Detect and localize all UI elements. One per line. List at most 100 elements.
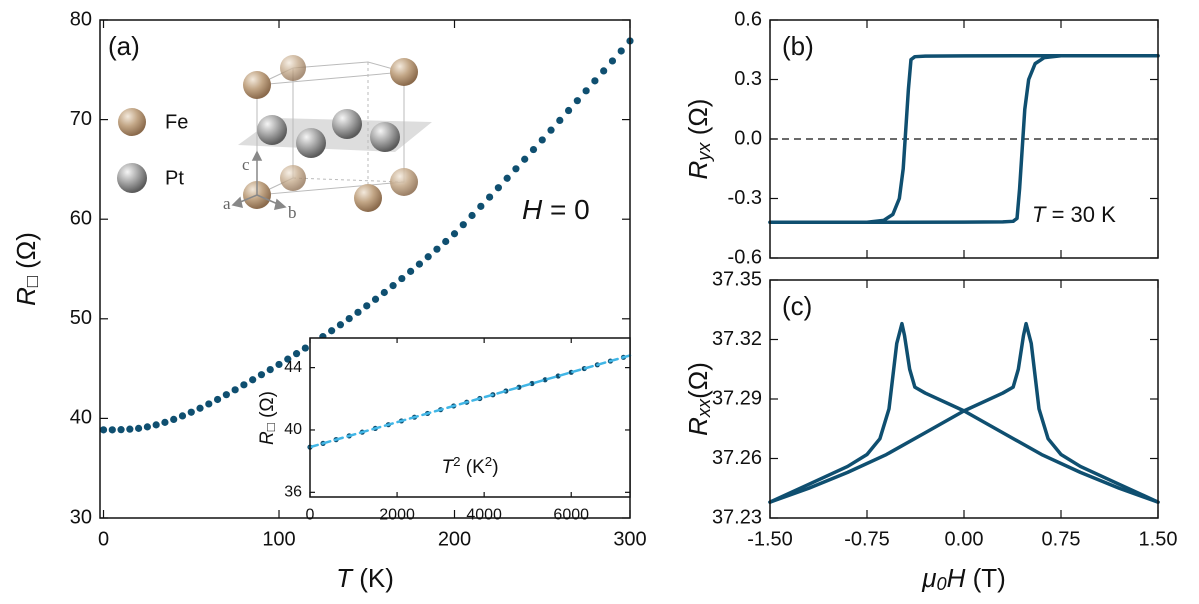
pt-atom [370,122,400,152]
figure: a b c Fe Pt 0100200300304050607080T (K)R… [0,0,1199,604]
y-axis-label-part: (Ω) [257,391,278,423]
x-tick-label: 0.75 [1042,528,1081,550]
data-point [486,193,493,200]
x-axis-label: μ0H (T) [921,563,1006,594]
data-point [346,315,353,322]
x-tick-label: -0.75 [844,528,890,550]
fe-atom [280,165,306,191]
y-axis-label-part: □ [263,423,278,431]
x-tick-label: 6000 [553,507,589,524]
plot-frame [770,280,1158,518]
x-tick-label: 1.50 [1139,528,1178,550]
data-point [574,97,581,104]
x-tick-label: -1.50 [747,528,793,550]
annotation: T = 30 K [1032,202,1116,227]
data-point [451,230,458,237]
x-axis-label-part: 0 [936,574,946,594]
data-point [372,296,379,303]
data-point [416,261,423,268]
data-point [504,175,511,182]
y-axis-label-part: □ [22,276,42,287]
panel-label: (c) [782,291,812,321]
x-tick-label: 100 [262,528,295,550]
y-tick-label: 80 [70,8,92,30]
data-point [618,47,625,54]
data-point [144,423,151,430]
data-point [512,165,519,172]
data-point [135,425,142,432]
data-point [591,77,598,84]
y-axis-label: R□ (Ω) [257,391,278,445]
y-tick-label: 40 [70,407,92,429]
data-point [407,268,414,275]
x-axis-label-part: (K [461,457,486,478]
y-axis-label-part: R [683,417,713,436]
data-point [547,127,554,134]
data-point [530,146,537,153]
legend-label: Pt [165,167,184,189]
y-tick-label: -0.3 [728,187,762,209]
x-axis-label-part: (K) [352,563,394,593]
annotation-part: H [522,194,543,225]
y-axis-label-part: R [11,287,41,306]
x-tick-label: 0 [98,528,109,550]
x-tick-label: 0 [306,507,315,524]
data-point [389,282,396,289]
data-point [565,107,572,114]
crystal-structure: a b c Fe Pt [117,55,432,222]
legend-label: Fe [165,111,188,133]
x-tick-label: 4000 [466,507,502,524]
y-tick-label: 37.35 [712,268,762,290]
y-tick-label: 30 [70,506,92,528]
data-point [556,117,563,124]
data-point [100,426,107,433]
data-point [363,302,370,309]
x-axis-label-part: 2 [453,454,460,469]
x-tick-label: 0.00 [945,528,984,550]
data-point [205,400,212,407]
data-point [293,350,300,357]
x-axis-label-part: (T) [965,563,1005,593]
fe-atom [354,184,382,212]
panel-label: (b) [782,31,814,61]
panel-label: (a) [108,31,140,61]
data-point [609,57,616,64]
y-axis-label-part: (Ω) [683,362,713,399]
data-point [328,327,335,334]
y-tick-label: 0.0 [734,127,762,149]
x-tick-label: 2000 [379,507,415,524]
y-tick-label: 0.6 [734,8,762,30]
data-point [196,405,203,412]
data-point [170,416,177,423]
y-tick-label: 36 [284,484,302,501]
y-axis-label: Ryx (Ω) [683,99,714,180]
y-tick-label: 0.3 [734,68,762,90]
y-axis-label-part: (Ω) [11,232,41,276]
x-axis-label-part: ) [492,457,498,478]
x-axis-label-part: 2 [485,454,492,469]
data-point [223,391,230,398]
data-point [188,409,195,416]
x-axis-label-part: μ [921,563,936,593]
data-point [521,156,528,163]
x-axis-label-part: H [947,563,966,593]
data-point [337,321,344,328]
data-point [214,396,221,403]
data-point [539,136,546,143]
data-point [442,238,449,245]
data-point [117,426,124,433]
data-point [275,361,282,368]
data-point [495,184,502,191]
data-point [354,309,361,316]
y-tick-label: 40 [284,421,302,438]
data-point [258,371,265,378]
data-point [240,381,247,388]
y-tick-label: -0.6 [728,246,762,268]
data-point [398,275,405,282]
axis-label-b: b [288,203,297,222]
pt-atom [296,128,326,158]
y-tick-label: 37.32 [712,328,762,350]
data-point [433,246,440,253]
data-point [477,203,484,210]
y-tick-label: 37.29 [712,387,762,409]
